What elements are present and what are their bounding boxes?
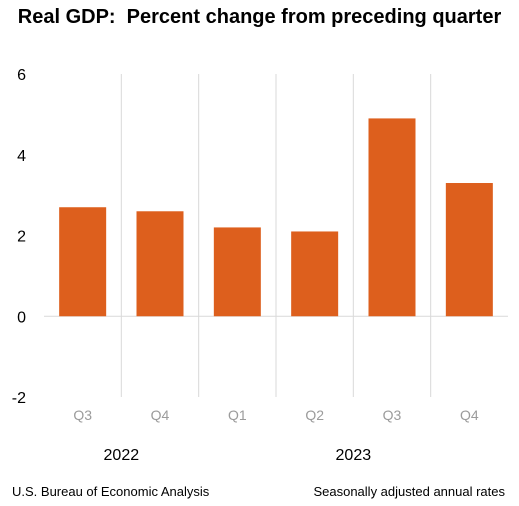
x-tick-label: Q3	[383, 407, 402, 423]
bar	[136, 211, 184, 317]
bar	[291, 231, 339, 317]
chart-title: Real GDP: Percent change from preceding …	[17, 6, 502, 28]
x-tick-label: Q4	[460, 407, 479, 423]
rates-note: Seasonally adjusted annual rates	[313, 484, 505, 499]
y-tick-label: 4	[17, 148, 26, 165]
bar	[368, 118, 416, 317]
year-label: 2023	[336, 447, 372, 464]
bar	[59, 207, 107, 317]
source-note: U.S. Bureau of Economic Analysis	[12, 484, 210, 499]
bar	[445, 183, 493, 317]
x-tick-label: Q3	[73, 407, 92, 423]
y-tick-label: 6	[17, 67, 26, 84]
year-label: 2022	[104, 447, 140, 464]
x-tick-label: Q1	[228, 407, 247, 423]
y-tick-label: -2	[12, 390, 26, 407]
y-tick-label: 0	[17, 309, 26, 326]
y-tick-label: 2	[17, 229, 26, 246]
x-tick-label: Q2	[305, 407, 324, 423]
bar	[213, 227, 261, 317]
x-tick-label: Q4	[151, 407, 170, 423]
